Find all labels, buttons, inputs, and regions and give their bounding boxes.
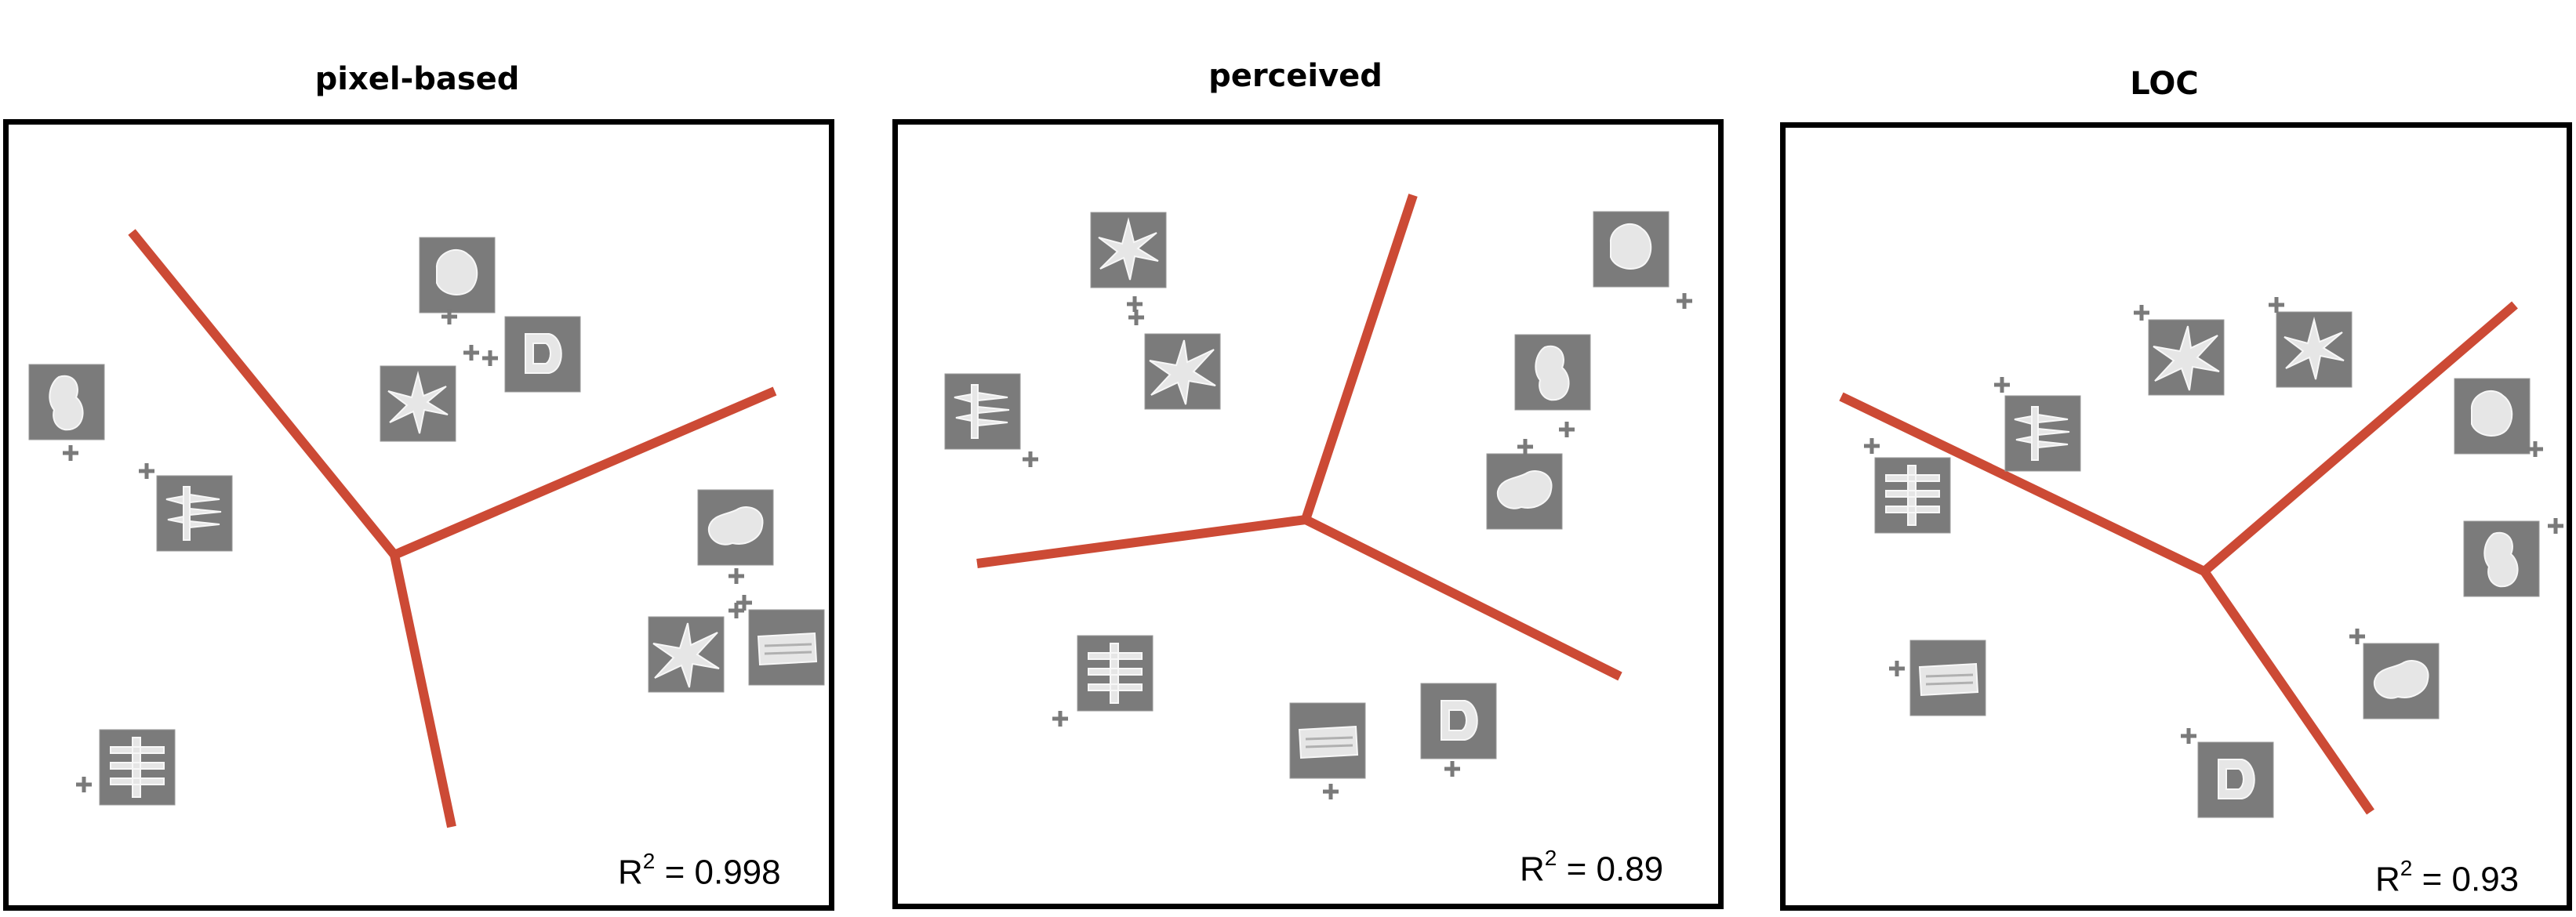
stimulus-blob-icon (697, 489, 774, 566)
projection-marker (1677, 293, 1692, 309)
projection-marker (2181, 728, 2196, 744)
stimulus-blob-icon (1486, 453, 1563, 530)
stimulus-comb-icon (2004, 395, 2081, 472)
projection-marker (2349, 629, 2365, 644)
projection-marker (1994, 377, 2010, 393)
r2-value: R2 = 0.89 (1520, 846, 1664, 889)
projection-marker (1517, 439, 1533, 455)
stimulus-comb-icon (156, 475, 233, 552)
panel-title-pixel-based: pixel-based (314, 61, 520, 97)
projection-marker (2548, 518, 2563, 534)
r2-value: R2 = 0.93 (2375, 856, 2520, 899)
stimulus-spiky-icon (648, 616, 725, 693)
stimulus-block-icon (1289, 702, 1366, 779)
r2-value: R2 = 0.998 (618, 849, 781, 892)
panel-loc: R2 = 0.93 (1780, 122, 2572, 911)
projection-marker (1864, 438, 1880, 454)
panel-pixel-based: R2 = 0.998 (3, 119, 834, 911)
projection-marker (1323, 784, 1339, 799)
pixel-based-plot (28, 229, 825, 828)
projection-marker (728, 568, 744, 584)
projection-marker (441, 309, 457, 324)
stimulus-letter-d-icon (1420, 683, 1497, 759)
projection-marker (76, 777, 92, 792)
boundary-line (2200, 568, 2374, 815)
stimulus-spiky-icon (380, 365, 456, 442)
stimulus-spiky-icon (1090, 212, 1167, 288)
projection-marker (1023, 451, 1038, 467)
stimulus-spiky-icon (2148, 319, 2225, 396)
stimulus-letter-d-icon (504, 316, 581, 393)
stimulus-blob-icon (1593, 211, 1669, 288)
boundary-line (128, 229, 398, 558)
stimulus-spiky-icon (1144, 333, 1221, 410)
projection-marker (1559, 422, 1575, 437)
projection-marker (2527, 441, 2543, 457)
stimulus-blob-icon (2454, 378, 2531, 455)
stimulus-letter-d-icon (2197, 741, 2274, 818)
stimulus-block-icon (1909, 640, 1986, 716)
boundary-line (392, 386, 777, 560)
stimulus-comb-icon (944, 373, 1021, 450)
stimulus-blob-icon (28, 364, 105, 440)
boundary-line (1839, 392, 2207, 576)
projection-marker (728, 603, 744, 618)
projection-marker (139, 463, 154, 479)
boundary-line (390, 553, 456, 828)
stimulus-comb-icon (1077, 635, 1154, 712)
stimulus-blob-icon (2363, 643, 2440, 719)
perceived-plot (944, 194, 1692, 799)
stimulus-block-icon (748, 609, 825, 686)
projection-marker (1128, 310, 1144, 325)
projection-marker (2269, 297, 2284, 313)
boundary-line (2201, 301, 2518, 575)
stimulus-blob-icon (419, 237, 496, 314)
projection-marker (1127, 296, 1143, 312)
boundary-line (1301, 194, 1418, 521)
panel-title-loc: LOC (2130, 66, 2199, 102)
stimulus-comb-icon (1874, 457, 1951, 534)
projection-marker (482, 350, 498, 366)
panel-perceived: R2 = 0.89 (892, 119, 1724, 909)
projection-marker (2134, 305, 2149, 321)
projection-marker (1889, 661, 1905, 676)
loc-plot (1839, 297, 2563, 818)
projection-marker (63, 445, 78, 461)
projection-marker (463, 345, 479, 361)
stimulus-spiky-icon (2276, 311, 2353, 388)
stimulus-comb-icon (99, 729, 176, 806)
projection-marker (1444, 761, 1460, 777)
projection-marker (1052, 711, 1068, 727)
stimulus-blob-icon (1514, 334, 1591, 411)
boundary-line (1303, 515, 1622, 681)
boundary-line (976, 515, 1306, 568)
stimulus-blob-icon (2463, 520, 2540, 597)
panel-title-perceived: perceived (1208, 58, 1382, 94)
projection-marker (736, 595, 752, 611)
